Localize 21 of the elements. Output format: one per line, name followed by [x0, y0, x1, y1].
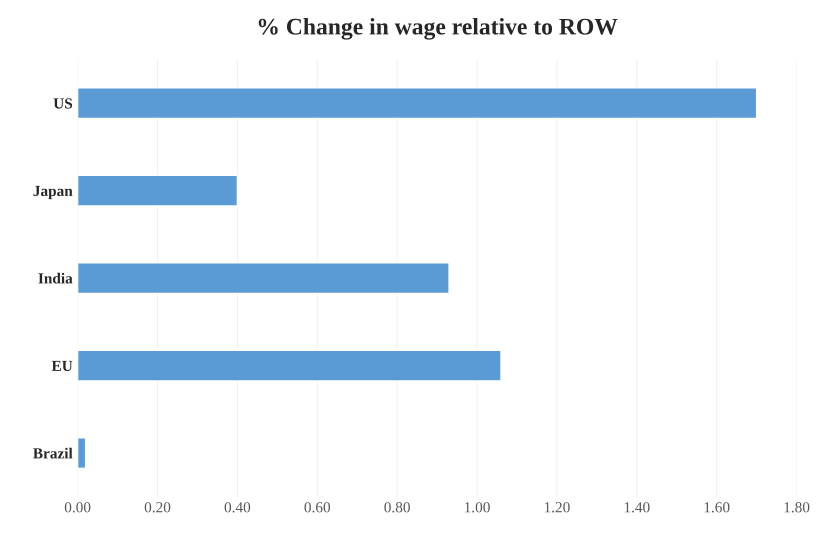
bar: [78, 87, 758, 120]
x-tick-label: 1.40: [624, 502, 650, 512]
x-tick-label: 1.00: [465, 502, 490, 512]
y-tick-label: India: [38, 272, 73, 284]
bar: [78, 174, 238, 207]
x-tick-label: 1.60: [704, 502, 730, 512]
chart-title: % Change in wage relative to ROW: [258, 18, 618, 40]
y-tick-label: Brazil: [33, 448, 72, 459]
x-tick-label: 0.20: [144, 502, 170, 512]
x-tick-label: 0.80: [384, 502, 410, 512]
x-tick-label: 1.80: [784, 502, 810, 512]
x-tick-label: 0.00: [64, 502, 90, 512]
bar: [78, 437, 86, 470]
x-tick-label: 0.40: [224, 502, 250, 512]
bar: [78, 350, 502, 382]
y-tick-label: EU: [52, 360, 72, 372]
y-tick-label: Japan: [34, 186, 73, 200]
x-tick-label: 1.20: [544, 502, 570, 512]
bar: [78, 262, 450, 294]
x-tick-label: 0.60: [304, 502, 330, 512]
y-tick-label: US: [54, 98, 72, 109]
